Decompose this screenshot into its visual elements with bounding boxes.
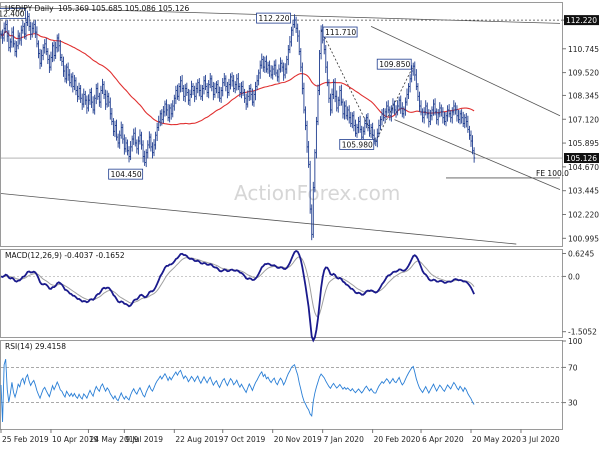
price-y-tick-label: 107.120 — [568, 115, 599, 124]
date-tick-label: 9 Jul 2019 — [125, 435, 163, 444]
level-callout-box — [339, 139, 375, 150]
rsi-panel — [0, 340, 563, 430]
price-y-tick-label: 103.445 — [568, 187, 599, 196]
price-panel-title: USDJPY Daily — [5, 4, 54, 13]
price-y-tick-label: 108.345 — [568, 91, 599, 100]
watermark: ActionForex.com — [234, 181, 400, 205]
price-y-tick-label: 102.220 — [568, 211, 599, 220]
level-callout-label: 104.450 — [111, 170, 142, 179]
level-callout-label: 112.400 — [0, 10, 25, 19]
macd-y-tick-label: 0.6245 — [568, 250, 594, 259]
swing-dashed-line — [320, 29, 377, 142]
resistance-badge — [564, 15, 599, 26]
date-tick-label: 22 Aug 2019 — [175, 435, 223, 444]
rsi-y-tick-label: 70 — [568, 363, 578, 372]
price-bar — [473, 147, 476, 163]
rsi-panel-title: RSI(14) 29.4158 — [5, 342, 66, 351]
price-y-tick-label: 105.895 — [568, 139, 599, 148]
fe-label: FE 100.0 — [536, 169, 569, 178]
macd-y-tick-label: -1.5052 — [568, 328, 597, 337]
date-tick-label: 6 Apr 2020 — [422, 435, 464, 444]
price-y-tick-label: 110.745 — [568, 45, 599, 54]
price-ohlc: 105.369 105.685 105.086 105.126 — [58, 4, 189, 13]
macd-y-tick-label: 0.0 — [568, 272, 580, 281]
lower-trendline — [0, 193, 517, 245]
level-callout-box — [376, 58, 412, 70]
date-tick-label: 20 Feb 2020 — [374, 435, 421, 444]
moving-average-line — [0, 30, 475, 126]
level-callout: 112.400 — [0, 8, 26, 20]
macd-panel — [0, 249, 563, 338]
level-callout: 104.450 — [108, 168, 144, 180]
channel-upper-line — [370, 25, 561, 117]
price-y-tick-label: 104.670 — [568, 163, 599, 172]
rsi-line — [0, 359, 475, 422]
date-tick-label: 20 Nov 2019 — [274, 435, 322, 444]
level-callout-box — [322, 26, 358, 38]
date-tick-label: 7 Jan 2020 — [324, 435, 364, 444]
level-callout: 112.220 — [256, 12, 291, 24]
price-y-tick-label: 100.995 — [568, 234, 599, 243]
level-callout-label: 112.220 — [259, 14, 290, 23]
date-tick-label: 10 Apr 2019 — [52, 435, 99, 444]
date-tick-label: 20 May 2020 — [472, 435, 521, 444]
level-callout-label: 111.710 — [325, 28, 356, 37]
price-y-tick-label: 109.520 — [568, 69, 599, 78]
macd-line — [0, 250, 475, 343]
rsi-y-tick-label: 100 — [568, 337, 583, 346]
level-callout-label: 109.850 — [379, 60, 410, 69]
date-tick-label: 24 May 2019 — [89, 435, 138, 444]
level-callout-label: 105.980 — [342, 140, 373, 149]
level-callout: 105.980 — [339, 139, 375, 150]
macd-panel-title: MACD(12,26,9) -0.4037 -0.1652 — [5, 251, 125, 260]
date-tick-label: 3 Jul 2020 — [522, 435, 560, 444]
level-callout-box — [108, 168, 144, 180]
current-price-badge — [564, 153, 599, 164]
price-panel — [0, 2, 563, 247]
current-price-label: 105.126 — [566, 154, 597, 163]
resistance-badge-label: 112.220 — [566, 16, 597, 25]
level-callout-box — [256, 12, 291, 24]
level-callout: 109.850 — [376, 58, 412, 70]
date-tick-label: 25 Feb 2019 — [2, 435, 49, 444]
level-callout: 111.710 — [322, 26, 358, 38]
level-callout-box — [0, 8, 26, 20]
date-tick-label: 7 Oct 2019 — [224, 435, 266, 444]
rsi-y-tick-label: 30 — [568, 399, 578, 408]
